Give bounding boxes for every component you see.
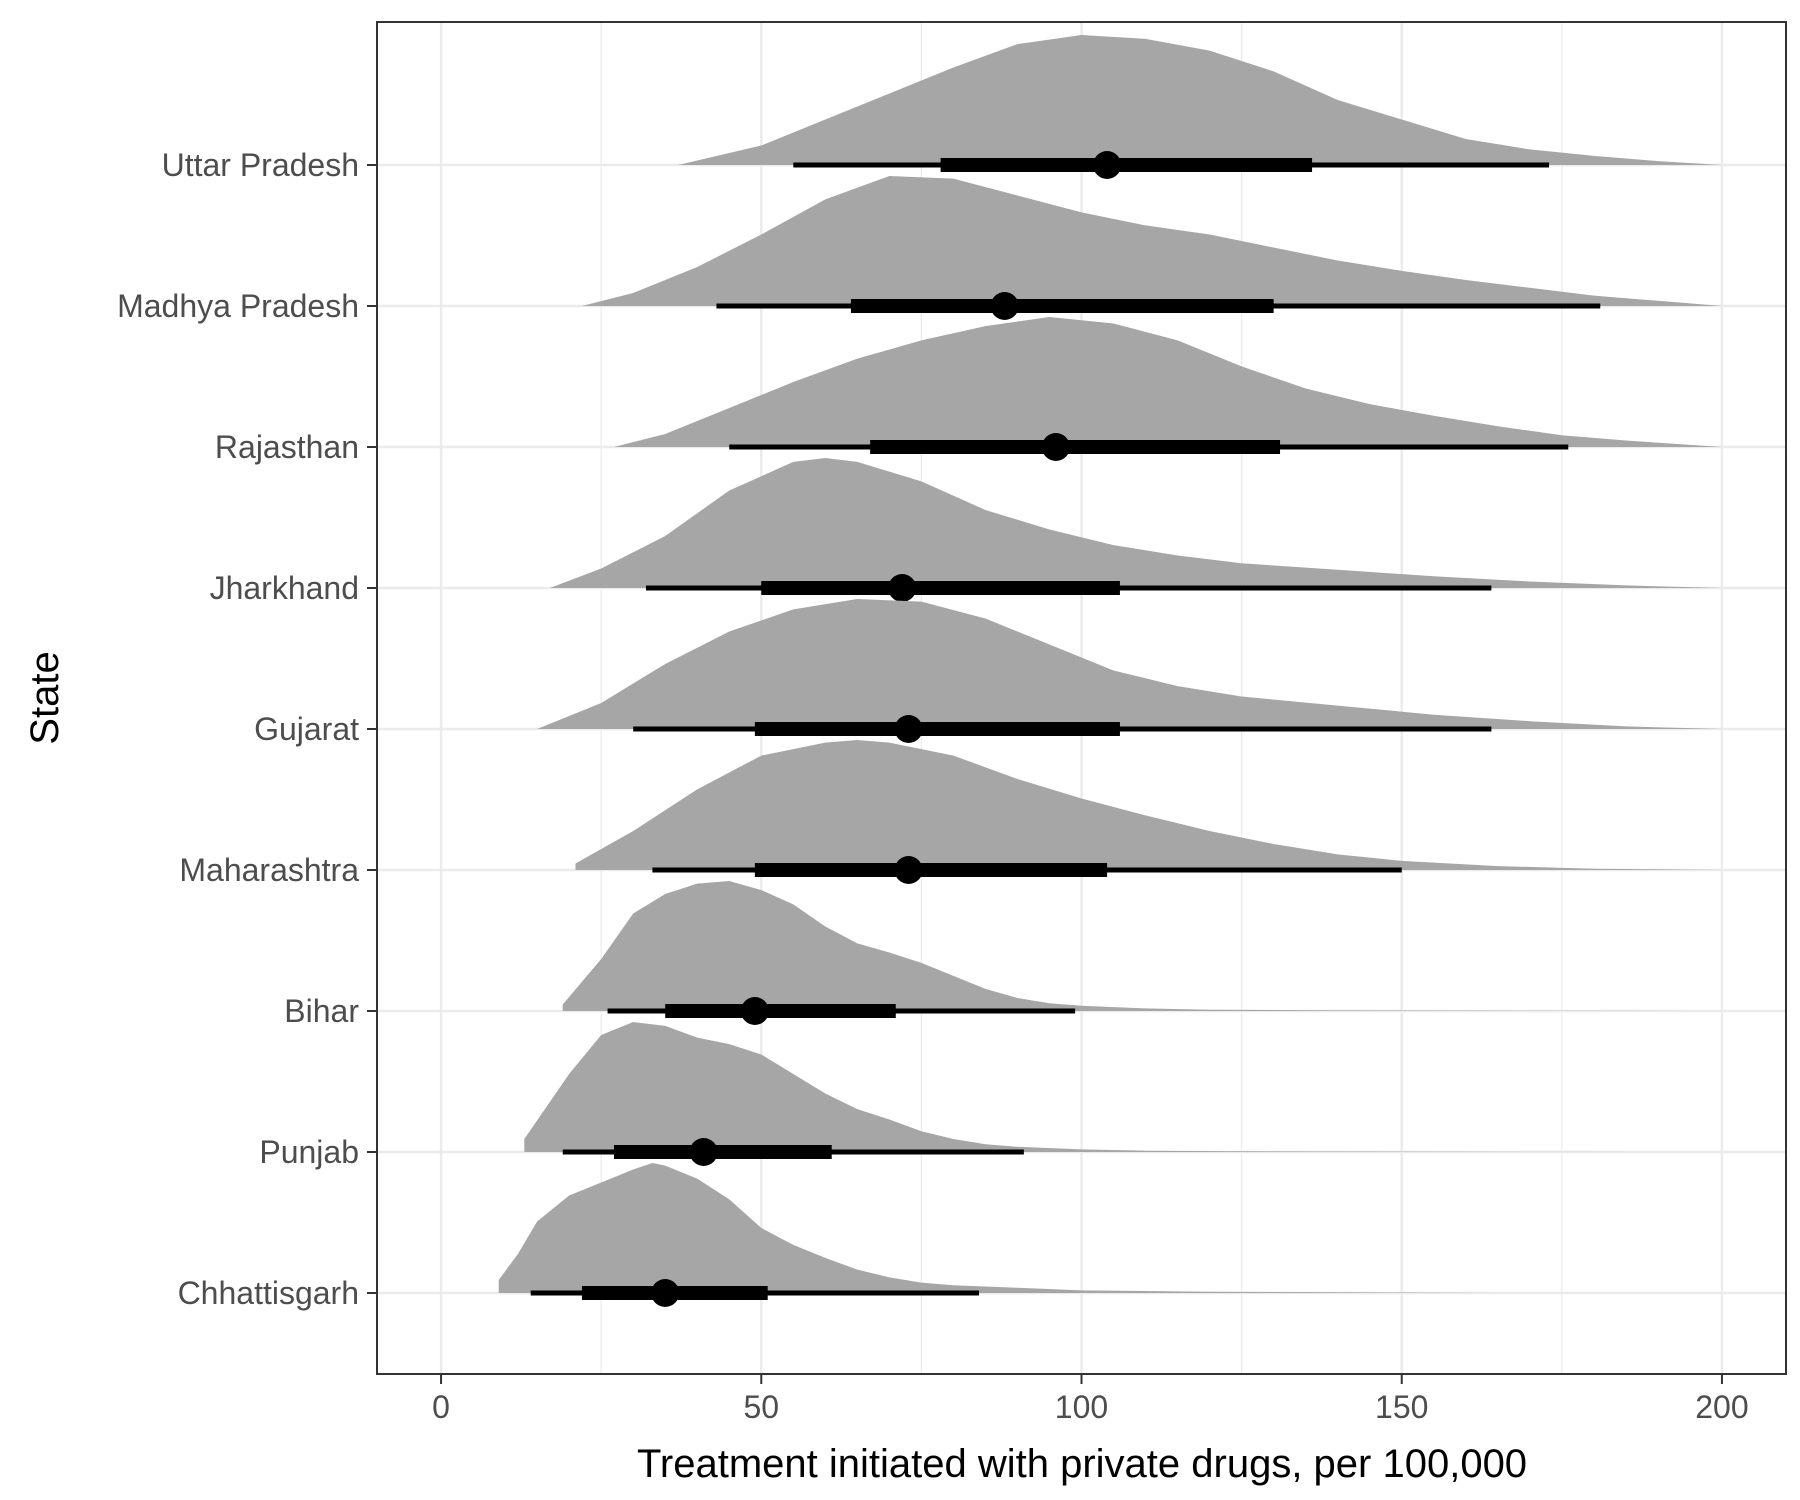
y-tick-label: Bihar	[284, 993, 359, 1029]
plot-panel	[376, 21, 1787, 1375]
point-estimate	[888, 574, 917, 602]
x-tick-label: 150	[1375, 1389, 1428, 1425]
x-axis-title: Treatment initiated with private drugs, …	[637, 1442, 1527, 1486]
density-area	[678, 35, 1722, 165]
y-tick-label: Maharashtra	[179, 852, 359, 888]
y-tick-label: Punjab	[259, 1134, 359, 1170]
point-estimate	[740, 997, 769, 1025]
point-estimate	[651, 1279, 680, 1307]
y-axis-title: State	[23, 651, 67, 744]
density-area	[575, 740, 1722, 870]
y-axis: Uttar Pradesh Madhya Pradesh Rajasthan Jhar…	[117, 147, 377, 1311]
series-bihar	[562, 881, 1690, 1025]
point-estimate	[894, 715, 923, 743]
x-tick-label: 50	[743, 1389, 779, 1425]
y-tick-label: Gujarat	[254, 711, 359, 747]
x-axis: 0 50 100 150 200	[432, 1374, 1749, 1425]
series-maharashtra	[575, 740, 1722, 884]
density-area	[498, 1163, 1498, 1293]
series-chhattisgarh	[498, 1163, 1498, 1307]
density-area	[537, 599, 1722, 729]
density-area	[524, 1022, 1722, 1152]
density-area	[562, 881, 1690, 1011]
x-tick-label: 100	[1055, 1389, 1108, 1425]
density-area	[614, 317, 1722, 447]
x-tick-label: 200	[1695, 1389, 1748, 1425]
y-tick-label: Madhya Pradesh	[117, 288, 359, 324]
y-tick-label: Uttar Pradesh	[162, 147, 359, 183]
series-punjab	[524, 1022, 1722, 1166]
series-gujarat	[537, 599, 1722, 743]
series-rajasthan	[614, 317, 1722, 461]
y-tick-label: Chhattisgarh	[178, 1275, 359, 1311]
y-tick-label: Jharkhand	[210, 570, 359, 606]
series-madhya-pradesh	[581, 176, 1722, 320]
density-area	[581, 176, 1722, 306]
series-jharkhand	[549, 458, 1722, 602]
point-estimate	[990, 292, 1019, 320]
point-estimate	[689, 1138, 718, 1166]
series-uttar-pradesh	[678, 35, 1722, 179]
density-area	[549, 458, 1722, 588]
point-estimate	[1093, 151, 1122, 179]
y-tick-label: Rajasthan	[215, 429, 359, 465]
point-estimate	[894, 856, 923, 884]
x-tick-label: 0	[432, 1389, 450, 1425]
point-estimate	[1041, 433, 1070, 461]
